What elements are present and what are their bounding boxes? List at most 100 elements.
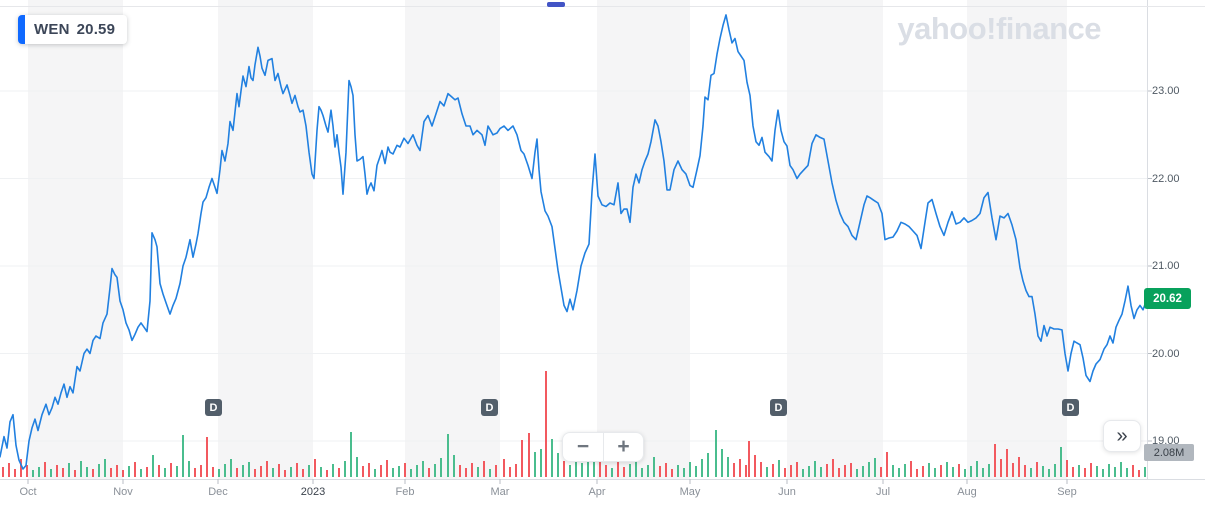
volume-bar xyxy=(44,462,46,477)
volume-bar xyxy=(635,460,637,477)
volume-bar xyxy=(521,440,523,477)
volume-bar xyxy=(32,470,34,477)
volume-bar xyxy=(284,470,286,477)
dividend-marker[interactable]: D xyxy=(205,399,222,416)
volume-bar xyxy=(844,465,846,477)
volume-bar xyxy=(814,461,816,477)
navigator-track xyxy=(0,6,1205,7)
volume-bar xyxy=(994,444,996,477)
volume-bar xyxy=(374,469,376,477)
volume-bar xyxy=(1030,468,1032,477)
volume-bar xyxy=(1072,467,1074,477)
volume-bar xyxy=(970,466,972,477)
volume-bar xyxy=(242,465,244,477)
volume-bar xyxy=(1066,460,1068,477)
volume-bar xyxy=(1114,467,1116,477)
volume-bar xyxy=(290,467,292,477)
volume-bar xyxy=(74,470,76,477)
zoom-in-button[interactable]: + xyxy=(603,432,644,462)
volume-bar xyxy=(338,468,340,477)
volume-bar xyxy=(928,463,930,477)
volume-bar xyxy=(68,463,70,477)
volume-bar xyxy=(1132,465,1134,477)
volume-bar xyxy=(569,465,571,477)
x-axis-label: Aug xyxy=(957,486,977,498)
expand-chart-button[interactable]: » xyxy=(1103,420,1141,452)
volume-bar xyxy=(434,464,436,477)
volume-bar xyxy=(1042,466,1044,477)
volume-bar xyxy=(593,447,595,477)
volume-bar xyxy=(158,465,160,477)
volume-bar xyxy=(56,465,58,477)
y-axis-label: 19.00 xyxy=(1152,435,1180,447)
x-axis-label: Nov xyxy=(113,486,133,498)
volume-bar xyxy=(80,461,82,477)
volume-bar xyxy=(528,433,530,477)
volume-bar xyxy=(248,462,250,477)
volume-bar xyxy=(320,467,322,477)
x-axis-label: Apr xyxy=(588,486,606,498)
volume-bar xyxy=(790,465,792,477)
zoom-out-button[interactable]: − xyxy=(562,432,603,462)
volume-bar xyxy=(440,458,442,477)
volume-bar xyxy=(62,468,64,477)
volume-bar xyxy=(104,459,106,477)
volume-bar xyxy=(92,469,94,477)
volume-bar xyxy=(200,465,202,477)
volume-bar xyxy=(892,465,894,477)
volume-bar xyxy=(575,457,577,477)
volume-bar xyxy=(483,461,485,477)
y-axis-label: 20.00 xyxy=(1152,347,1180,360)
navigator-scroll-indicator[interactable] xyxy=(547,2,565,7)
volume-bar xyxy=(868,462,870,477)
volume-bar xyxy=(587,452,589,477)
volume-bar xyxy=(707,453,709,477)
y-axis-label: 21.00 xyxy=(1152,260,1180,272)
volume-bar xyxy=(302,469,304,477)
volume-bar xyxy=(904,464,906,477)
volume-bar xyxy=(236,468,238,477)
volume-bar xyxy=(308,465,310,477)
volume-bar xyxy=(146,467,148,477)
volume-bar xyxy=(116,465,118,477)
volume-bar xyxy=(509,467,511,477)
volume-bar xyxy=(272,468,274,477)
volume-bar xyxy=(647,465,649,477)
volume-bar xyxy=(428,468,430,477)
volume-bar xyxy=(772,464,774,477)
dividend-marker[interactable]: D xyxy=(1062,399,1079,416)
volume-bar xyxy=(739,459,741,477)
dividend-marker[interactable]: D xyxy=(481,399,498,416)
x-axis-label: Jun xyxy=(778,486,796,498)
dividend-marker[interactable]: D xyxy=(770,399,787,416)
x-axis-label: Sep xyxy=(1057,486,1077,498)
x-axis-label: Dec xyxy=(208,486,228,498)
volume-bar xyxy=(410,469,412,477)
volume-bar xyxy=(754,455,756,477)
volume-bar xyxy=(629,464,631,477)
volume-bar xyxy=(721,449,723,477)
volume-bar xyxy=(515,464,517,477)
volume-bar xyxy=(176,466,178,477)
volume-bar xyxy=(344,461,346,477)
volume-bar xyxy=(1018,457,1020,477)
volume-bar xyxy=(1102,469,1104,477)
volume-bar xyxy=(122,470,124,477)
volume-bar xyxy=(820,467,822,477)
volume-bar xyxy=(140,469,142,477)
volume-bar xyxy=(392,468,394,477)
volume-bar xyxy=(110,468,112,477)
volume-bar xyxy=(1006,449,1008,477)
volume-bar xyxy=(766,467,768,477)
volume-bar xyxy=(38,467,40,477)
x-axis-label: Mar xyxy=(490,486,510,498)
volume-bar xyxy=(1084,468,1086,477)
volume-bar xyxy=(489,469,491,477)
volume-bar xyxy=(802,469,804,477)
volume-bar xyxy=(617,462,619,477)
volume-bar xyxy=(368,463,370,477)
volume-bar xyxy=(230,459,232,477)
volume-bar xyxy=(653,457,655,477)
